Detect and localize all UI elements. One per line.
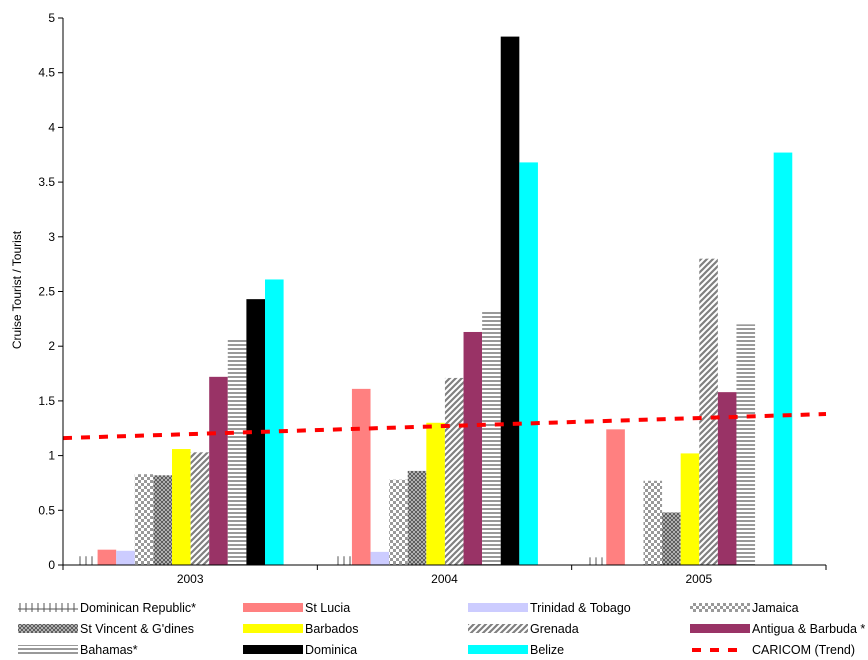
bar xyxy=(717,392,737,565)
legend-swatch xyxy=(468,645,528,654)
legend-item: Dominica xyxy=(243,643,357,657)
legend-item: St Vincent & G'dines xyxy=(18,622,194,636)
legend-swatch xyxy=(468,603,528,612)
bars xyxy=(79,36,793,565)
bar xyxy=(333,556,352,565)
bar xyxy=(500,36,520,565)
bar xyxy=(662,512,681,565)
y-axis-title: Cruise Tourist / Tourist xyxy=(10,230,24,349)
bar xyxy=(519,162,538,565)
bar xyxy=(370,551,390,565)
legend-item: Trinidad & Tobago xyxy=(468,601,631,615)
bar xyxy=(699,258,718,565)
y-tick-label: 3.5 xyxy=(38,175,55,189)
axes xyxy=(62,18,826,566)
bar xyxy=(209,376,228,565)
legend-label: Belize xyxy=(530,643,564,657)
y-tick-label: 5 xyxy=(48,11,55,25)
y-tick-label: 1 xyxy=(48,449,55,463)
bar xyxy=(79,556,98,565)
bar xyxy=(265,279,284,565)
legend-label: Dominica xyxy=(305,643,357,657)
x-tick-label: 2005 xyxy=(685,572,712,586)
legend-swatch xyxy=(18,603,78,612)
legend-label: Trinidad & Tobago xyxy=(530,601,631,615)
x-axis-ticks: 2003 2004 2005 xyxy=(62,565,827,586)
legend-swatch xyxy=(18,645,78,654)
bar xyxy=(153,475,172,565)
legend-label: Jamaica xyxy=(752,601,799,615)
bar xyxy=(482,311,501,565)
y-tick-label: 2.5 xyxy=(38,285,55,299)
bar xyxy=(351,388,371,565)
legend-item: Antigua & Barbuda * xyxy=(690,622,865,636)
legend-label: Antigua & Barbuda * xyxy=(752,622,865,636)
trend-line xyxy=(62,412,827,441)
bar xyxy=(680,453,700,565)
x-tick-label: 2003 xyxy=(177,572,204,586)
legend-item: St Lucia xyxy=(243,601,350,615)
legend-item: Barbados xyxy=(243,622,359,636)
y-tick-label: 4 xyxy=(48,120,55,134)
legend-swatch xyxy=(18,624,78,633)
legend-swatch xyxy=(243,645,303,654)
y-tick-label: 2 xyxy=(48,339,55,353)
legend-item: Belize xyxy=(468,643,564,657)
bar xyxy=(773,152,793,565)
legend-label: CARICOM (Trend) xyxy=(752,643,855,657)
y-tick-label: 4.5 xyxy=(38,66,55,80)
bar xyxy=(426,422,445,565)
legend-swatch xyxy=(468,624,528,633)
bar xyxy=(116,550,135,565)
legend-item: CARICOM (Trend) xyxy=(692,643,855,657)
legend: Dominican Republic* St Lucia Trinidad & To… xyxy=(18,601,865,657)
legend-label: Bahamas* xyxy=(80,643,138,657)
legend-item: Grenada xyxy=(468,622,579,636)
y-tick-label: 0 xyxy=(48,558,55,572)
legend-swatch xyxy=(243,624,303,633)
legend-swatch xyxy=(690,603,750,612)
y-tick-label: 0.5 xyxy=(38,503,55,517)
bar xyxy=(134,474,154,565)
y-axis-ticks: 0 0.5 1 1.5 2 2.5 3 3.5 4 4.5 5 xyxy=(38,11,63,572)
legend-item: Jamaica xyxy=(690,601,799,615)
legend-item: Dominican Republic* xyxy=(18,601,196,615)
bar xyxy=(444,377,464,565)
bar xyxy=(389,479,408,565)
y-tick-label: 3 xyxy=(48,230,55,244)
bar xyxy=(463,331,483,565)
bar xyxy=(246,299,265,565)
bar xyxy=(227,339,247,565)
legend-label: St Vincent & G'dines xyxy=(80,622,194,636)
bar xyxy=(736,324,756,565)
x-tick-label: 2004 xyxy=(431,572,458,586)
bar xyxy=(587,557,607,565)
bar xyxy=(97,549,117,565)
legend-label: St Lucia xyxy=(305,601,350,615)
legend-label: Dominican Republic* xyxy=(80,601,196,615)
bar xyxy=(407,470,427,565)
legend-swatch xyxy=(690,624,750,633)
bar xyxy=(643,480,663,565)
legend-label: Barbados xyxy=(305,622,359,636)
legend-label: Grenada xyxy=(530,622,579,636)
legend-swatch xyxy=(243,603,303,612)
bar xyxy=(172,449,191,565)
bar xyxy=(606,429,625,565)
y-tick-label: 1.5 xyxy=(38,394,55,408)
bar xyxy=(190,452,210,565)
trend-line-path xyxy=(62,412,827,441)
legend-item: Bahamas* xyxy=(18,643,138,657)
